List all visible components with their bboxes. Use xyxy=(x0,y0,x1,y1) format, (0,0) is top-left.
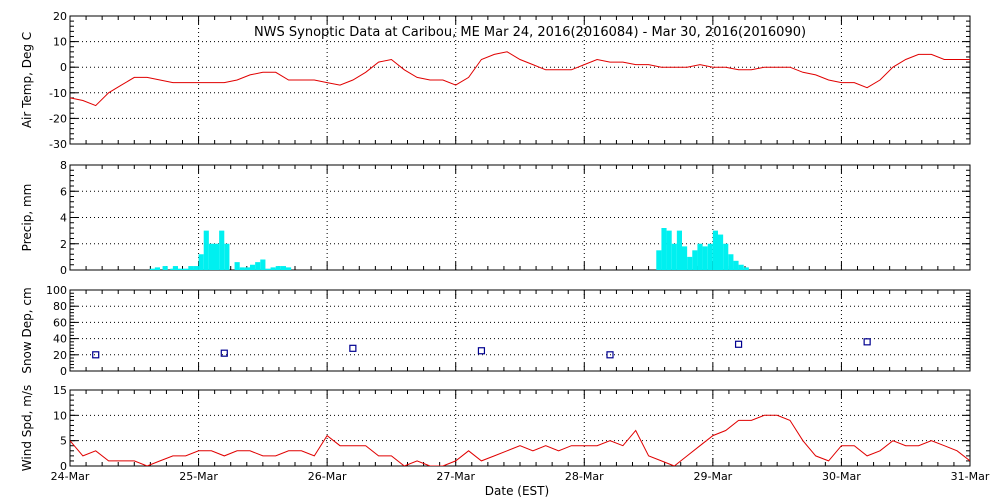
precip-bar xyxy=(265,268,271,270)
air-temp-ylabel: Air Temp, Deg C xyxy=(20,32,34,128)
wind-speed-frame xyxy=(69,389,971,467)
precip-bar xyxy=(728,254,734,270)
precip-bar xyxy=(244,267,250,270)
precip-bar xyxy=(250,264,256,270)
snow-depth-panel: 100 80 60 40 20 0 Snow Dep, cm xyxy=(20,284,971,378)
precip-bar xyxy=(718,234,724,270)
precip-bar xyxy=(208,243,214,270)
precip-bar xyxy=(178,268,184,270)
precip-bar xyxy=(214,243,220,270)
air-temp-series-line xyxy=(70,51,970,107)
snow-depth-ylabel: Snow Dep, cm xyxy=(20,287,34,373)
wind-speed-series-line xyxy=(70,414,970,466)
precip-bar xyxy=(270,267,276,270)
x-tick-label: 30-Mar xyxy=(822,470,861,483)
air-temp-data xyxy=(70,51,970,107)
snow-depth-ytick-label: 80 xyxy=(53,300,67,313)
snow-depth-point xyxy=(220,349,228,357)
wind-speed-ytick-label: 5 xyxy=(60,435,67,448)
air-temp-ytick-label: 20 xyxy=(53,10,67,23)
precip-bar xyxy=(712,230,718,270)
precip-bar xyxy=(661,228,667,270)
x-tick-label: 25-Mar xyxy=(179,470,218,483)
snow-depth-ytick-label: 40 xyxy=(53,333,67,346)
precip-bar xyxy=(697,243,703,270)
x-tick-label: 28-Mar xyxy=(565,470,604,483)
precip-bar xyxy=(676,230,682,270)
snow-depth-point xyxy=(863,338,871,346)
precip-bar xyxy=(154,267,160,270)
precip-bar xyxy=(260,259,266,270)
precip-bar xyxy=(743,267,749,270)
snow-depth-data xyxy=(92,338,871,359)
wind-speed-ylabel: Wind Spd, m/s xyxy=(20,385,34,471)
air-temp-ytick-label: -30 xyxy=(49,138,67,151)
snow-depth-ytick-label: 20 xyxy=(53,349,67,362)
precip-bar xyxy=(286,267,292,270)
snow-depth-ytick-label: 60 xyxy=(53,316,67,329)
precip-bar xyxy=(671,243,677,270)
precip-bar xyxy=(224,243,230,270)
snow-depth-ytick-label: 0 xyxy=(60,365,67,378)
air-temp-ytick-label: -20 xyxy=(49,112,67,125)
precip-bar xyxy=(666,230,672,270)
snow-depth-point xyxy=(92,351,100,359)
x-tick-label: 29-Mar xyxy=(693,470,732,483)
chart-title: NWS Synoptic Data at Caribou, ME Mar 24,… xyxy=(254,25,806,40)
air-temp-ytick-label: 10 xyxy=(53,36,67,49)
precip-ytick-label: 0 xyxy=(60,264,67,277)
air-temp-panel: 20 10 0 -10 -20 -30 Air Temp, Deg C xyxy=(20,10,971,151)
precip-bar xyxy=(738,264,744,270)
wind-speed-ytick-label: 15 xyxy=(53,384,67,397)
wind-speed-ytick-label: 0 xyxy=(60,460,67,473)
precip-ytick-label: 6 xyxy=(60,185,67,198)
wind-speed-panel: 15 10 5 0 Wind Spd, m/s 24-Mar 25-Mar 26-Mar 27-… xyxy=(20,384,990,483)
precip-bar xyxy=(203,230,209,270)
precip-bar xyxy=(198,254,204,270)
precip-bar xyxy=(183,268,189,270)
precip-bar xyxy=(702,246,708,270)
snow-depth-frame xyxy=(69,289,971,372)
precip-bar xyxy=(280,266,286,270)
precip-bar xyxy=(723,243,729,270)
x-tick-label: 27-Mar xyxy=(436,470,475,483)
precip-ytick-label: 2 xyxy=(60,238,67,251)
precip-bar xyxy=(255,262,261,270)
x-tick-label: 31-Mar xyxy=(951,470,990,483)
wind-speed-ytick-label: 10 xyxy=(53,409,67,422)
precip-bar xyxy=(656,250,662,270)
snow-depth-point xyxy=(734,340,743,348)
x-tick-label: 26-Mar xyxy=(308,470,347,483)
precip-bar xyxy=(707,243,713,270)
air-temp-ytick-label: -10 xyxy=(49,87,67,100)
x-axis-label: Date (EST) xyxy=(485,484,549,498)
snow-depth-point xyxy=(606,351,614,359)
precip-bar xyxy=(687,256,693,270)
precip-bar xyxy=(149,268,155,270)
precip-bar xyxy=(733,260,739,270)
precip-bar xyxy=(219,230,225,270)
precip-bar xyxy=(193,266,199,270)
precip-panel: 8 6 4 2 0 Precip, mm xyxy=(20,159,971,277)
air-temp-ytick-label: 0 xyxy=(60,61,67,74)
precip-bar xyxy=(172,266,178,270)
precip-bar xyxy=(234,262,240,270)
snow-depth-point xyxy=(349,344,357,352)
precip-ylabel: Precip, mm xyxy=(20,184,34,252)
snow-depth-point xyxy=(477,347,486,355)
precip-bar xyxy=(188,266,194,270)
precip-bar xyxy=(162,266,168,270)
precip-bar xyxy=(239,267,245,270)
snow-depth-ytick-label: 100 xyxy=(46,284,67,297)
precip-bar xyxy=(692,250,698,270)
precip-ytick-label: 4 xyxy=(60,212,67,225)
precip-bar xyxy=(682,246,688,270)
x-tick-label: 24-Mar xyxy=(51,470,90,483)
precip-bar xyxy=(275,266,281,270)
wind-speed-data xyxy=(70,414,970,466)
precip-data xyxy=(149,228,749,270)
precip-ytick-label: 8 xyxy=(60,159,67,172)
